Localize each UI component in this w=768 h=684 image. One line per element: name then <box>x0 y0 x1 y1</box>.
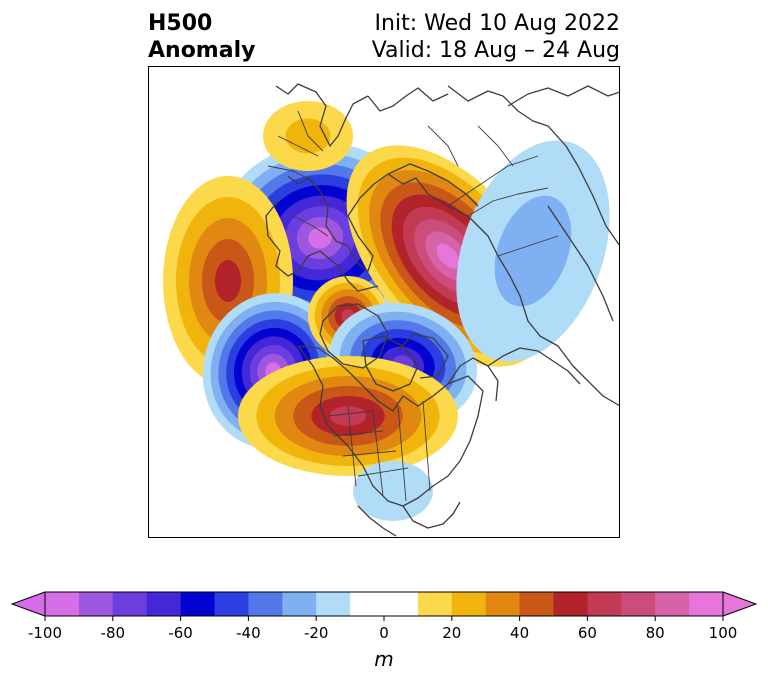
colorbar-swatch <box>519 592 554 616</box>
colorbar-swatch <box>248 592 283 616</box>
anomaly-contour-western-russia-siberia <box>436 243 460 269</box>
colorbar-tick-label: -40 <box>236 624 261 642</box>
colorbar-ticks: -100 -80 -60 -40 -20 0 20 40 60 80 100 <box>28 616 737 642</box>
colorbar-swatch <box>485 592 521 616</box>
anomaly-map <box>148 66 620 538</box>
init-date: Init: Wed 10 Aug 2022 <box>374 11 620 36</box>
colorbar-extend-low <box>10 591 46 617</box>
colorbar-tick-label: 60 <box>578 624 597 642</box>
map-title: H500 Anomaly <box>148 11 256 63</box>
colorbar-swatch <box>655 592 690 616</box>
colorbar-tick-label: -80 <box>101 624 126 642</box>
colorbar-swatch <box>316 592 351 616</box>
colorbar-swatch <box>282 592 317 616</box>
colorbar-swatches <box>10 591 758 617</box>
anomaly-contour-east-siberia-north-pacific <box>494 195 572 307</box>
colorbar-swatch <box>417 592 453 616</box>
anomaly-contour-northern-europe-scandinavia <box>308 227 332 249</box>
colorbar-swatch <box>112 592 148 616</box>
colorbar-swatch <box>78 592 114 616</box>
colorbar-swatch <box>146 592 182 616</box>
valid-date-range: Valid: 18 Aug – 24 Aug <box>371 38 620 63</box>
colorbar-tick-label: 20 <box>442 624 461 642</box>
colorbar-swatch <box>451 592 487 616</box>
colorbar-tick-label: 40 <box>510 624 529 642</box>
colorbar-swatch <box>180 592 215 616</box>
colorbar-tick-label: -100 <box>28 624 62 642</box>
colorbar-swatch <box>553 592 588 616</box>
colorbar-swatch <box>214 592 249 616</box>
colorbar-tick-label: 0 <box>379 624 389 642</box>
colorbar-tick-label: -60 <box>168 624 193 642</box>
anomaly-contour-central-north-america <box>329 406 367 426</box>
colorbar-tick-label: -20 <box>304 624 329 642</box>
coastlines-borders <box>265 83 620 537</box>
colorbar-swatch <box>621 592 656 616</box>
colorbar-tick-label: 80 <box>646 624 665 642</box>
colorbar-extend-high <box>722 591 758 617</box>
colorbar: -100 -80 -60 -40 -20 0 20 40 60 80 100 m <box>10 591 758 671</box>
colorbar-swatch <box>689 592 724 616</box>
map-frame <box>148 66 620 538</box>
colorbar-swatch <box>350 592 419 616</box>
anomaly-contour-gulf-of-mexico <box>353 461 433 521</box>
colorbar-label: m <box>374 647 393 671</box>
colorbar-tick-label: 100 <box>709 624 738 642</box>
map-dates: Init: Wed 10 Aug 2022 Valid: 18 Aug – 24… <box>372 10 620 64</box>
anomaly-contour-north-atlantic <box>215 260 241 302</box>
colorbar-swatch <box>45 592 80 616</box>
colorbar-swatch <box>587 592 622 616</box>
